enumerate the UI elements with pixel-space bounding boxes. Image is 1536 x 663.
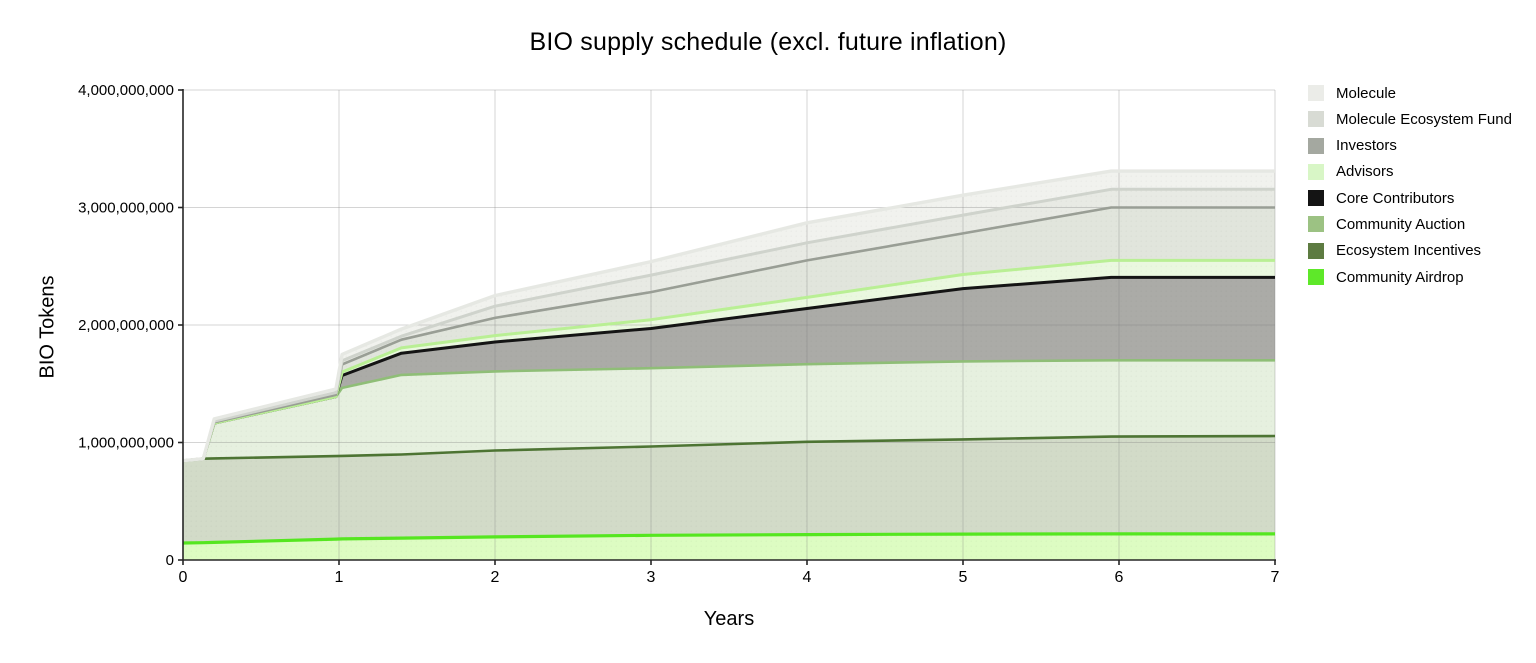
legend-item-advisors: Advisors — [1308, 159, 1512, 185]
legend-item-investors: Investors — [1308, 133, 1512, 159]
x-tick-label: 1 — [335, 569, 344, 586]
legend-swatch-ecosystem-incentives — [1308, 242, 1324, 259]
chart-legend: Molecule Molecule Ecosystem Fund Investors… — [1308, 80, 1512, 290]
legend-item-community-auction: Community Auction — [1308, 211, 1512, 237]
x-tick-label: 3 — [647, 569, 656, 586]
axes — [178, 89, 1276, 565]
legend-swatch-investors — [1308, 137, 1324, 154]
legend-item-community-airdrop: Community Airdrop — [1308, 264, 1512, 290]
x-tick-label: 7 — [1271, 569, 1280, 586]
legend-label: Core Contributors — [1336, 189, 1455, 207]
legend-swatch-core-contributors — [1308, 190, 1324, 207]
boundary-line-ecosystem-incentives — [182, 434, 1276, 462]
legend-swatch-molecule-ecosystem-fund — [1308, 111, 1324, 128]
legend-swatch-community-auction — [1308, 216, 1324, 233]
legend-label: Community Auction — [1336, 215, 1466, 233]
legend-swatch-advisors — [1308, 163, 1324, 180]
x-tick-label: 6 — [1115, 569, 1124, 586]
legend-swatch-community-airdrop — [1308, 269, 1324, 286]
x-axis-title: Years — [703, 608, 755, 630]
legend-label: Molecule Ecosystem Fund — [1336, 110, 1512, 128]
y-tick-label: 4,000,000,000 — [78, 82, 174, 99]
legend-swatch-molecule — [1308, 85, 1324, 101]
legend-label: Ecosystem Incentives — [1336, 242, 1482, 260]
legend-item-molecule: Molecule — [1308, 80, 1512, 106]
legend-item-molecule-ecosystem-fund: Molecule Ecosystem Fund — [1308, 106, 1512, 132]
y-axis-title: BIO Tokens — [36, 275, 59, 379]
y-tick-label: 2,000,000,000 — [78, 317, 174, 334]
boundary-line-community-airdrop — [182, 532, 1275, 545]
x-tick-label: 0 — [179, 569, 188, 586]
legend-item-ecosystem-incentives: Ecosystem Incentives — [1308, 238, 1512, 264]
legend-item-core-contributors: Core Contributors — [1308, 185, 1512, 211]
x-tick-label: 4 — [803, 569, 812, 586]
legend-label: Molecule — [1336, 84, 1397, 102]
legend-label: Community Airdrop — [1336, 268, 1464, 286]
legend-label: Advisors — [1336, 163, 1394, 181]
x-tick-label: 5 — [959, 569, 968, 586]
y-tick-label: 1,000,000,000 — [78, 435, 174, 452]
legend-label: Investors — [1336, 137, 1397, 155]
y-tick-label: 0 — [166, 552, 174, 569]
y-tick-label: 3,000,000,000 — [78, 200, 174, 217]
boundary-line-molecule — [182, 169, 1275, 463]
chart-title: BIO supply schedule (excl. future inflat… — [529, 28, 1007, 56]
x-tick-label: 2 — [491, 569, 500, 586]
